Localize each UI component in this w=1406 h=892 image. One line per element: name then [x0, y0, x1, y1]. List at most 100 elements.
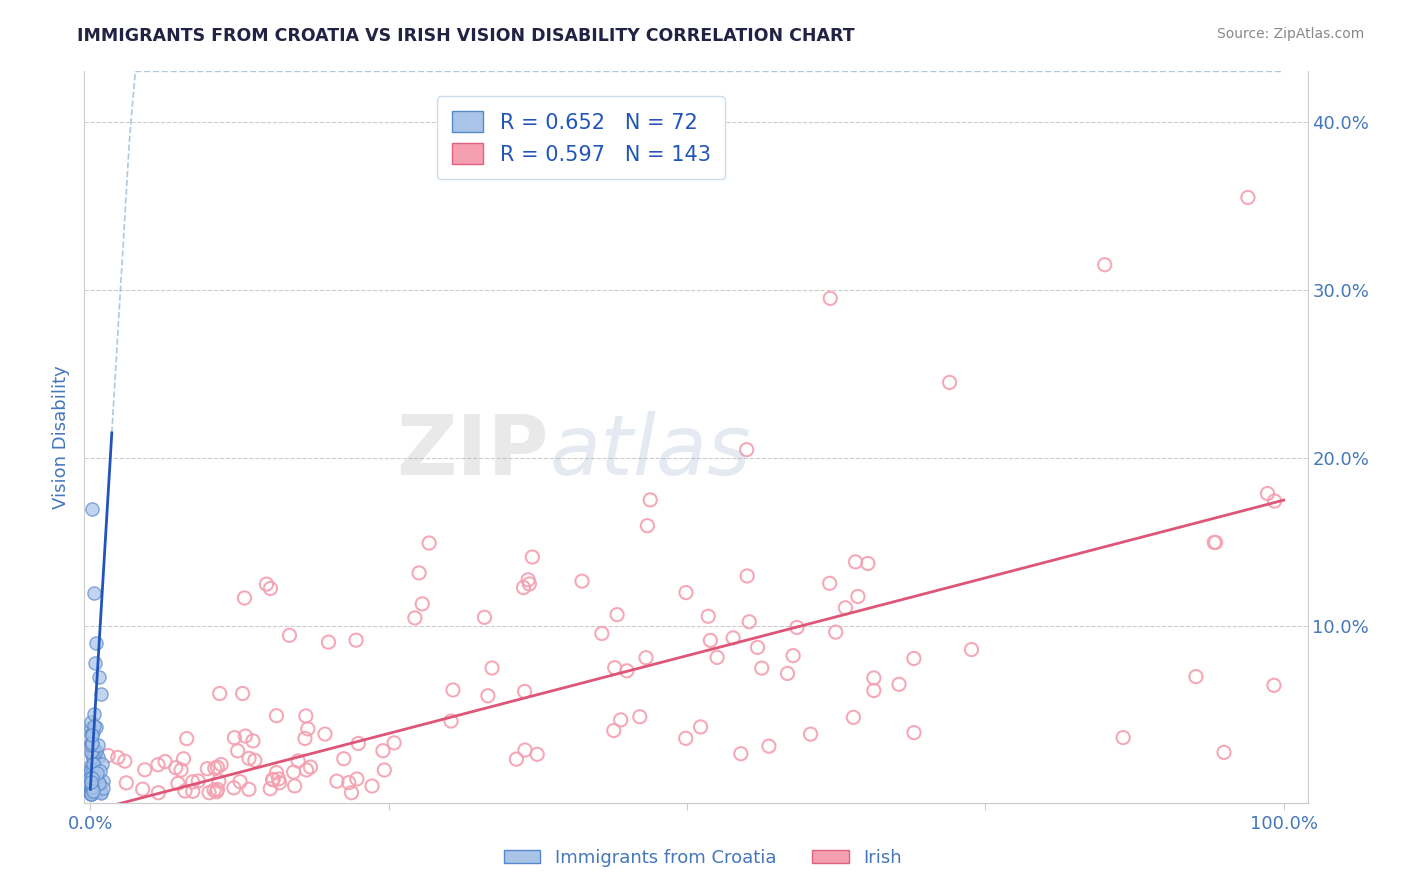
- Point: [89, 764, 111, 778]
- Point: [332, 752, 354, 766]
- Point: [83, 771, 105, 785]
- Point: [84, 776, 107, 790]
- Point: [373, 763, 395, 777]
- Point: [477, 689, 499, 703]
- Point: [82, 725, 104, 739]
- Legend: Immigrants from Croatia, Irish: Immigrants from Croatia, Irish: [498, 842, 908, 874]
- Point: [83, 743, 105, 757]
- Point: [238, 751, 260, 765]
- Point: [697, 609, 720, 624]
- Point: [115, 776, 138, 790]
- Point: [83, 742, 105, 756]
- Point: [148, 786, 170, 800]
- Point: [284, 779, 307, 793]
- Text: Source: ZipAtlas.com: Source: ZipAtlas.com: [1216, 27, 1364, 41]
- Point: [295, 763, 318, 777]
- Point: [1185, 670, 1208, 684]
- Point: [887, 677, 910, 691]
- Point: [83, 766, 105, 780]
- Point: [204, 761, 226, 775]
- Point: [1112, 731, 1135, 745]
- Point: [834, 600, 856, 615]
- Point: [80, 745, 103, 759]
- Point: [134, 763, 156, 777]
- Point: [259, 582, 281, 596]
- Point: [938, 376, 960, 390]
- Point: [634, 650, 657, 665]
- Point: [513, 684, 536, 698]
- Point: [238, 782, 260, 797]
- Point: [82, 757, 104, 772]
- Point: [675, 585, 697, 599]
- Point: [266, 765, 288, 780]
- Point: [205, 785, 228, 799]
- Point: [90, 785, 112, 799]
- Point: [818, 576, 841, 591]
- Point: [243, 753, 266, 767]
- Point: [1213, 745, 1236, 759]
- Point: [131, 782, 153, 797]
- Point: [176, 731, 198, 746]
- Point: [80, 727, 103, 741]
- Point: [603, 661, 626, 675]
- Point: [83, 585, 105, 599]
- Point: [382, 736, 405, 750]
- Point: [79, 764, 101, 779]
- Point: [571, 574, 593, 589]
- Point: [636, 518, 658, 533]
- Point: [846, 590, 869, 604]
- Point: [628, 710, 651, 724]
- Point: [90, 786, 112, 800]
- Point: [233, 591, 256, 605]
- Point: [80, 782, 103, 797]
- Point: [167, 776, 190, 790]
- Point: [960, 642, 983, 657]
- Point: [79, 771, 101, 785]
- Point: [242, 734, 264, 748]
- Point: [758, 739, 780, 754]
- Point: [187, 774, 209, 789]
- Point: [80, 757, 103, 772]
- Point: [83, 779, 105, 793]
- Point: [82, 749, 104, 764]
- Point: [606, 607, 628, 622]
- Point: [84, 657, 107, 671]
- Point: [735, 442, 758, 457]
- Point: [344, 633, 367, 648]
- Point: [80, 775, 103, 789]
- Point: [346, 772, 368, 786]
- Point: [198, 786, 221, 800]
- Point: [512, 581, 534, 595]
- Point: [1094, 258, 1116, 272]
- Point: [80, 501, 103, 516]
- Point: [233, 729, 256, 743]
- Point: [82, 743, 104, 757]
- Point: [89, 776, 111, 790]
- Point: [262, 772, 284, 787]
- Point: [79, 736, 101, 750]
- Point: [266, 708, 288, 723]
- Point: [114, 754, 136, 768]
- Point: [863, 683, 886, 698]
- Point: [79, 784, 101, 798]
- Point: [91, 756, 114, 771]
- Point: [208, 686, 231, 700]
- Point: [675, 731, 697, 746]
- Point: [84, 720, 107, 734]
- Point: [818, 291, 841, 305]
- Point: [181, 775, 204, 789]
- Point: [371, 744, 394, 758]
- Point: [207, 782, 229, 797]
- Point: [522, 549, 544, 564]
- Point: [283, 765, 305, 780]
- Point: [1204, 535, 1226, 549]
- Point: [87, 670, 110, 684]
- Point: [82, 780, 104, 794]
- Point: [80, 736, 103, 750]
- Point: [1263, 678, 1285, 692]
- Point: [79, 785, 101, 799]
- Point: [411, 597, 433, 611]
- Point: [80, 722, 103, 736]
- Point: [80, 787, 103, 801]
- Point: [517, 573, 540, 587]
